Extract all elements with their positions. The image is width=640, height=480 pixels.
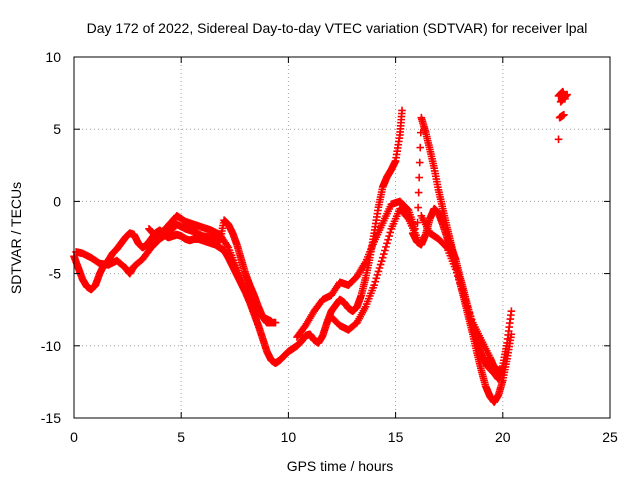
data-point (415, 158, 424, 167)
data-point (465, 309, 474, 317)
data-point (371, 277, 380, 286)
data-point (452, 268, 461, 277)
data-point (456, 279, 464, 287)
data-point (453, 272, 462, 280)
data-point (466, 312, 475, 320)
y-tick-label: -10 (41, 338, 61, 354)
data-point (464, 305, 473, 314)
data-point (383, 239, 391, 248)
y-tick-label: -5 (49, 266, 62, 282)
y-tick-label: -15 (41, 410, 61, 426)
data-point (398, 106, 406, 115)
y-axis-label: SDTVAR / TECUs (8, 182, 24, 294)
x-tick-label: 15 (388, 429, 404, 445)
data-point (384, 235, 392, 244)
x-tick-label: 10 (281, 429, 297, 445)
x-axis-label: GPS time / hours (287, 458, 394, 474)
data-point (374, 267, 383, 276)
data-point (375, 264, 384, 272)
chart-title: Day 172 of 2022, Sidereal Day-to-day VTE… (87, 20, 588, 36)
data-point (458, 286, 466, 294)
data-point (381, 246, 389, 255)
data-point (370, 281, 378, 289)
data-point (385, 232, 393, 240)
data-point (462, 299, 471, 308)
x-tick-label: 5 (177, 429, 185, 445)
data-point (414, 188, 423, 197)
data-point (507, 307, 516, 315)
data-point (378, 253, 387, 262)
data-point (562, 91, 571, 100)
y-tick-label: 5 (53, 121, 61, 137)
data-point (467, 315, 476, 324)
data-point (377, 257, 386, 265)
data-point (554, 135, 563, 144)
data-point (376, 260, 385, 269)
data-point (451, 265, 460, 274)
series-group (70, 87, 571, 406)
data-point (380, 250, 388, 258)
data-point (563, 90, 571, 99)
y-tick-label: 0 (53, 193, 61, 209)
x-tick-label: 20 (495, 429, 511, 445)
data-point (413, 218, 422, 227)
axis-ticks: 0 5 10 15 20 25 -15 -10 -5 0 5 10 (41, 49, 618, 445)
data-point (416, 143, 425, 152)
data-point (373, 271, 382, 279)
data-point (372, 274, 381, 283)
data-point (386, 228, 395, 237)
plot-frame (73, 56, 611, 419)
data-point (267, 317, 276, 326)
data-point (455, 275, 463, 284)
x-tick-label: 0 (70, 429, 78, 445)
x-tick-label: 25 (602, 429, 618, 445)
y-tick-label: 10 (45, 49, 61, 65)
data-point (460, 292, 469, 301)
data-point (459, 289, 467, 298)
data-point (271, 318, 280, 327)
data-point (457, 282, 465, 291)
data-point (415, 173, 423, 182)
data-point (461, 296, 470, 304)
data-point (463, 302, 472, 311)
data-series (70, 87, 571, 406)
data-point (494, 366, 503, 375)
data-point (382, 243, 390, 251)
data-point (414, 203, 422, 212)
grid-lines (74, 57, 610, 418)
data-point (560, 110, 568, 119)
